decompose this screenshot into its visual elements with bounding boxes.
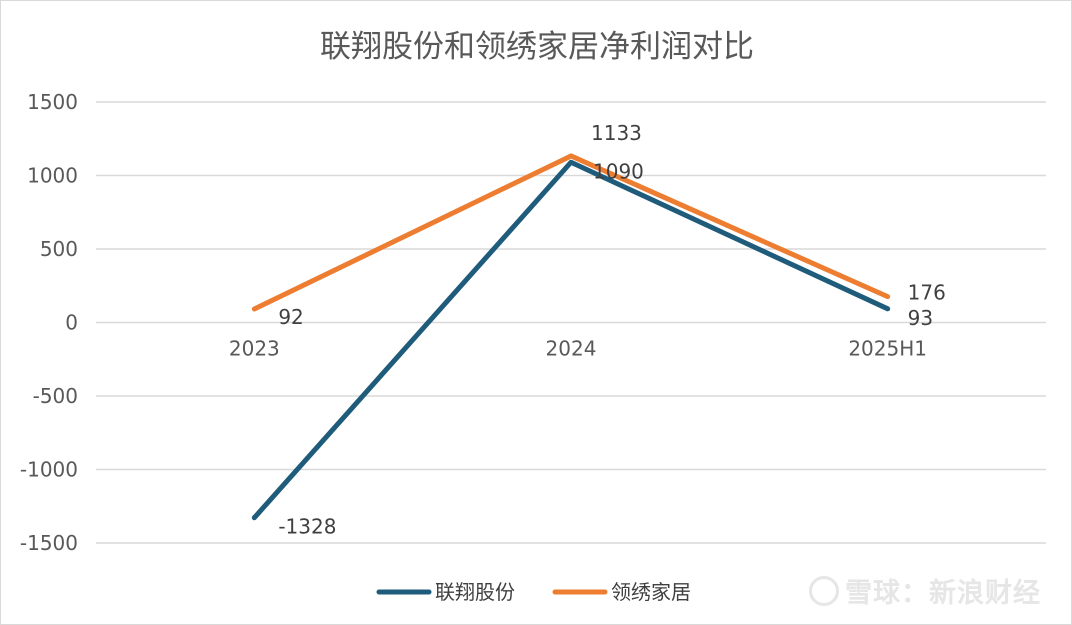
series-line-0	[251, 159, 891, 521]
gridlines	[96, 101, 1046, 544]
legend-label: 联翔股份	[435, 580, 515, 604]
y-tick-label: 1500	[27, 90, 78, 114]
y-tick-label: 500	[40, 237, 78, 261]
series-line-1	[251, 153, 891, 312]
data-label: 1090	[593, 159, 644, 183]
data-label: 92	[278, 305, 303, 329]
series-lines	[251, 153, 891, 521]
watermark-text: 雪球：新浪财经	[845, 578, 1041, 609]
legend-label: 领绣家居	[611, 580, 691, 604]
legend: 联翔股份 领绣家居	[376, 580, 691, 604]
data-label: 176	[908, 281, 946, 305]
chart-title: 联翔股份和领绣家居净利润对比	[320, 29, 754, 65]
y-tick-label: -1000	[20, 458, 78, 482]
x-axis-ticks: 2023 2024 2025H1	[229, 337, 927, 361]
data-label: -1328	[278, 515, 336, 539]
y-tick-label: -1500	[20, 531, 78, 555]
data-label: 1133	[591, 121, 642, 145]
data-label: 93	[908, 306, 933, 330]
y-axis-ticks: 1500 1000 500 0 -500 -1000 -1500	[20, 90, 78, 555]
snowball-logo-icon	[809, 575, 839, 606]
data-labels: -1328 1090 93 92 1133 176	[278, 121, 946, 539]
y-tick-label: -500	[33, 384, 78, 408]
y-tick-label: 0	[65, 311, 78, 335]
x-tick-label: 2024	[546, 337, 597, 361]
y-tick-label: 1000	[27, 164, 78, 188]
x-tick-label: 2023	[229, 337, 280, 361]
watermark: 雪球：新浪财经	[809, 571, 1041, 610]
x-tick-label: 2025H1	[848, 337, 927, 361]
